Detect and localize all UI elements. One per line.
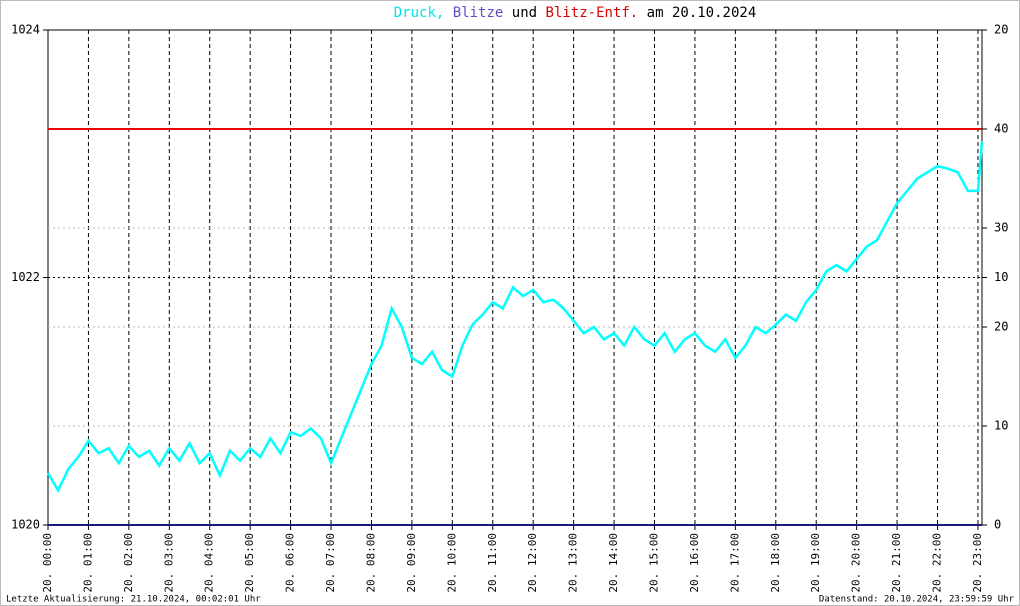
x-tick-label: 20. 10:00 (445, 533, 458, 593)
title-part: am 20.10.2024 (647, 5, 757, 21)
footer-right: Datenstand: 20.10.2024, 23:59:59 Uhr (819, 595, 1015, 605)
y2-tick-label: 20 (994, 320, 1008, 334)
x-tick-label: 20. 15:00 (647, 533, 660, 593)
title-part: Blitz-Entf. (546, 5, 639, 21)
x-tick-label: 20. 18:00 (769, 533, 782, 593)
title-part: und (512, 5, 537, 21)
x-tick-label: 20. 06:00 (284, 533, 297, 593)
x-tick-label: 20. 11:00 (486, 533, 499, 593)
x-tick-label: 20. 13:00 (567, 533, 580, 593)
y-tick-label: 1024 (11, 23, 40, 37)
title-part: Blitze (453, 5, 504, 21)
y2-tick-label: 40 (994, 122, 1008, 136)
x-tick-label: 20. 08:00 (364, 533, 377, 593)
x-tick-label: 20. 23:00 (971, 533, 984, 593)
x-tick-label: 20. 07:00 (324, 533, 337, 593)
x-tick-label: 20. 22:00 (931, 533, 944, 593)
series-line (46, 141, 984, 494)
x-tick-label: 20. 17:00 (728, 533, 741, 593)
title-part: Druck, (394, 5, 445, 21)
x-tick-label: 20. 09:00 (405, 533, 418, 593)
x-tick-label: 20. 14:00 (607, 533, 620, 593)
x-tick-label: 20. 00:00 (41, 533, 54, 593)
footer-left: Letzte Aktualisierung: 21.10.2024, 00:02… (6, 595, 261, 605)
x-tick-label: 20. 05:00 (243, 533, 256, 593)
x-tick-label: 20. 21:00 (890, 533, 903, 593)
x-tick-label: 20. 16:00 (688, 533, 701, 593)
x-tick-label: 20. 04:00 (203, 533, 216, 593)
x-tick-label: 20. 03:00 (162, 533, 175, 593)
y-tick-label: 1020 (11, 518, 40, 532)
y2-tick-label: 10 (994, 419, 1008, 433)
x-tick-label: 20. 02:00 (122, 533, 135, 593)
x-tick-label: 20. 19:00 (809, 533, 822, 593)
x-tick-label: 20. 20:00 (850, 533, 863, 593)
y-tick-label: 1022 (11, 270, 40, 284)
x-tick-label: 20. 12:00 (526, 533, 539, 593)
chart-title: Druck, Blitze und Blitz-Entf. am 20.10.2… (394, 5, 757, 21)
x-tick-label: 20. 01:00 (81, 533, 94, 593)
y2-tick-label: 30 (994, 221, 1008, 235)
y2-tick-label: 10 (994, 270, 1008, 284)
y2-tick-label: 0 (994, 518, 1001, 532)
y2-tick-label: 20 (994, 23, 1008, 37)
